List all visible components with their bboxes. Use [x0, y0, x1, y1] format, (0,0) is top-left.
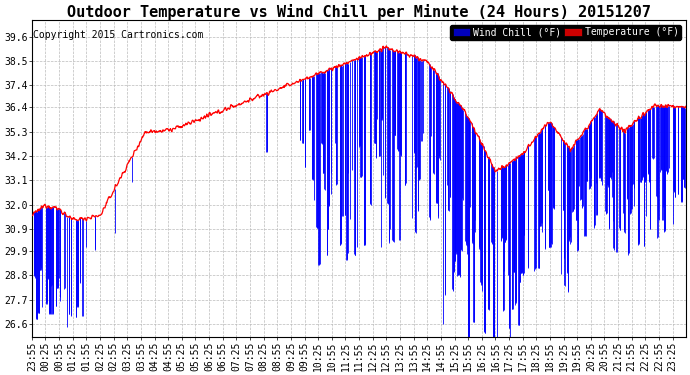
- Legend: Wind Chill (°F), Temperature (°F): Wind Chill (°F), Temperature (°F): [451, 25, 681, 40]
- Title: Outdoor Temperature vs Wind Chill per Minute (24 Hours) 20151207: Outdoor Temperature vs Wind Chill per Mi…: [67, 4, 651, 20]
- Text: Copyright 2015 Cartronics.com: Copyright 2015 Cartronics.com: [33, 30, 204, 40]
